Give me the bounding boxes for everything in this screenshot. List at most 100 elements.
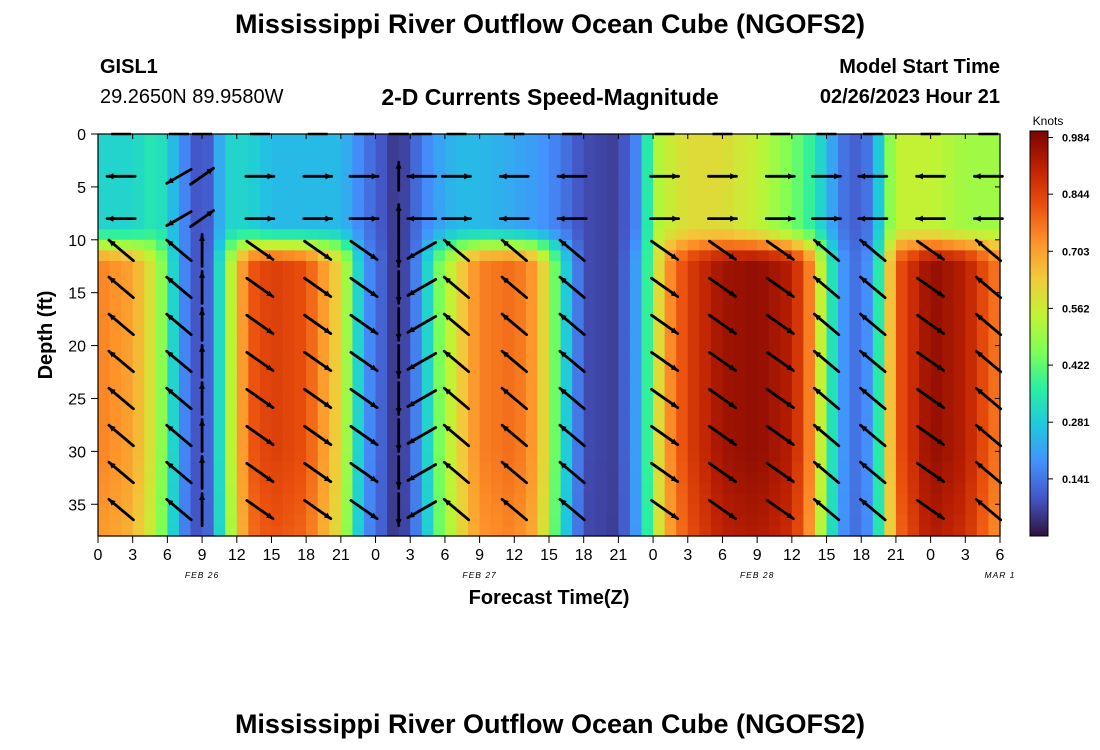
heatmap-cell [595,250,607,261]
heatmap-cell [665,451,677,462]
heatmap-cell [746,367,758,378]
heatmap-cell [688,219,700,230]
heatmap-cell [445,451,457,462]
heatmap-cell [202,219,214,230]
heatmap-cell [954,240,966,251]
heatmap-cell [271,462,283,473]
heatmap-cell [884,229,896,240]
heatmap-cell [734,377,746,388]
heatmap-cell [873,314,885,325]
heatmap-cell [827,377,839,388]
heatmap-cell [572,155,584,166]
heatmap-cell [456,272,468,283]
heatmap-cell [676,176,688,187]
heatmap-cell [676,346,688,357]
heatmap-cell [503,145,515,156]
heatmap-cell [271,515,283,526]
heatmap-cell [954,420,966,431]
heatmap-cell [746,197,758,208]
heatmap-cell [295,335,307,346]
heatmap-cell [988,272,1000,283]
heatmap-cell [445,409,457,420]
heatmap-cell [225,219,237,230]
heatmap-cell [144,367,156,378]
heatmap-cell [792,346,804,357]
heatmap-cell [167,187,179,198]
heatmap-cell [734,303,746,314]
heatmap-cell [537,335,549,346]
heatmap-cell [676,515,688,526]
heatmap-cell [468,409,480,420]
heatmap-cell [503,377,515,388]
heatmap-cell [352,377,364,388]
heatmap-cell [225,525,237,536]
heatmap-cell [156,229,168,240]
heatmap-cell [907,250,919,261]
heatmap-cell [734,314,746,325]
heatmap-cell [468,388,480,399]
heatmap-cell [144,494,156,505]
heatmap-cell [850,324,862,335]
heatmap-cell [746,420,758,431]
heatmap-cell [271,525,283,536]
heatmap-cell [896,145,908,156]
heatmap-cell [711,176,723,187]
heatmap-cell [618,388,630,399]
heatmap-cell [445,250,457,261]
heatmap-cell [341,261,353,272]
heatmap-cell [757,250,769,261]
heatmap-cell [225,240,237,251]
heatmap-cell [780,303,792,314]
heatmap-cell [618,356,630,367]
heatmap-cell [722,335,734,346]
heatmap-cell [537,346,549,357]
heatmap-cell [931,240,943,251]
heatmap-cell [630,367,642,378]
heatmap-cell [133,197,145,208]
heatmap-cell [699,473,711,484]
heatmap-cell [491,303,503,314]
heatmap-cell [954,250,966,261]
heatmap-cell [896,346,908,357]
heatmap-cell [595,483,607,494]
x-tick-label: 6 [440,547,449,564]
heatmap-cell [237,409,249,420]
heatmap-cell [803,145,815,156]
heatmap-cell [642,473,654,484]
heatmap-cell [422,250,434,261]
heatmap-cell [653,176,665,187]
heatmap-cell [699,145,711,156]
heatmap-cell [422,441,434,452]
heatmap-cell [352,134,364,145]
heatmap-cell [480,356,492,367]
heatmap-cell [260,197,272,208]
heatmap-cell [133,303,145,314]
heatmap-cell [584,462,596,473]
heatmap-cell [352,483,364,494]
heatmap-cell [711,473,723,484]
heatmap-cell [757,145,769,156]
heatmap-cell [595,208,607,219]
heatmap-cell [410,388,422,399]
heatmap-cell [191,166,203,177]
heatmap-cell [318,388,330,399]
heatmap-cell [144,483,156,494]
heatmap-cell [410,197,422,208]
heatmap-cell [907,483,919,494]
heatmap-cell [561,187,573,198]
heatmap-cell [838,282,850,293]
heatmap-cell [954,197,966,208]
heatmap-cell [144,473,156,484]
heatmap-cell [537,282,549,293]
x-tick-label: 15 [818,547,836,564]
heatmap-cell [618,420,630,431]
heatmap-cell [618,367,630,378]
heatmap-cell [514,145,526,156]
heatmap-cell [318,187,330,198]
heatmap-cell [861,441,873,452]
heatmap-cell [271,176,283,187]
heatmap-cell [225,197,237,208]
heatmap-cell [167,324,179,335]
heatmap-cell [896,430,908,441]
heatmap-cell [595,515,607,526]
